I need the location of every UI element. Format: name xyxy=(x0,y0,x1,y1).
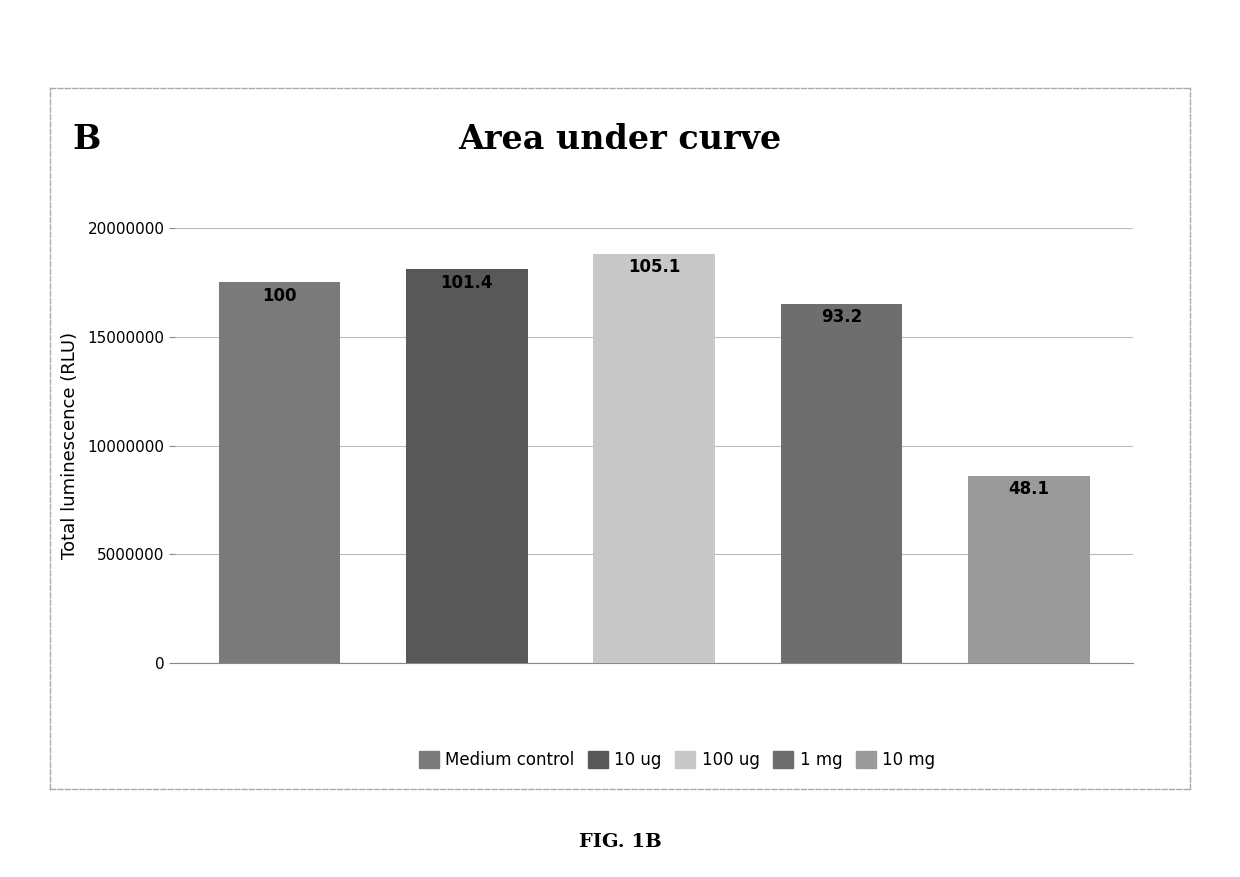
Text: FIG. 1B: FIG. 1B xyxy=(579,833,661,851)
Bar xyxy=(968,476,1090,663)
Text: B: B xyxy=(72,123,100,156)
Bar xyxy=(781,304,903,663)
Text: 105.1: 105.1 xyxy=(627,259,681,276)
Text: 48.1: 48.1 xyxy=(1008,481,1049,498)
Y-axis label: Total luminescence (RLU): Total luminescence (RLU) xyxy=(61,332,79,559)
Legend: Medium control, 10 ug, 100 ug, 1 mg, 10 mg: Medium control, 10 ug, 100 ug, 1 mg, 10 … xyxy=(414,745,940,774)
Bar xyxy=(218,282,341,663)
Text: Area under curve: Area under curve xyxy=(459,123,781,156)
Bar xyxy=(405,269,528,663)
Bar xyxy=(593,254,715,663)
Text: 101.4: 101.4 xyxy=(440,274,494,292)
Text: 93.2: 93.2 xyxy=(821,309,862,326)
Text: 100: 100 xyxy=(263,287,296,304)
